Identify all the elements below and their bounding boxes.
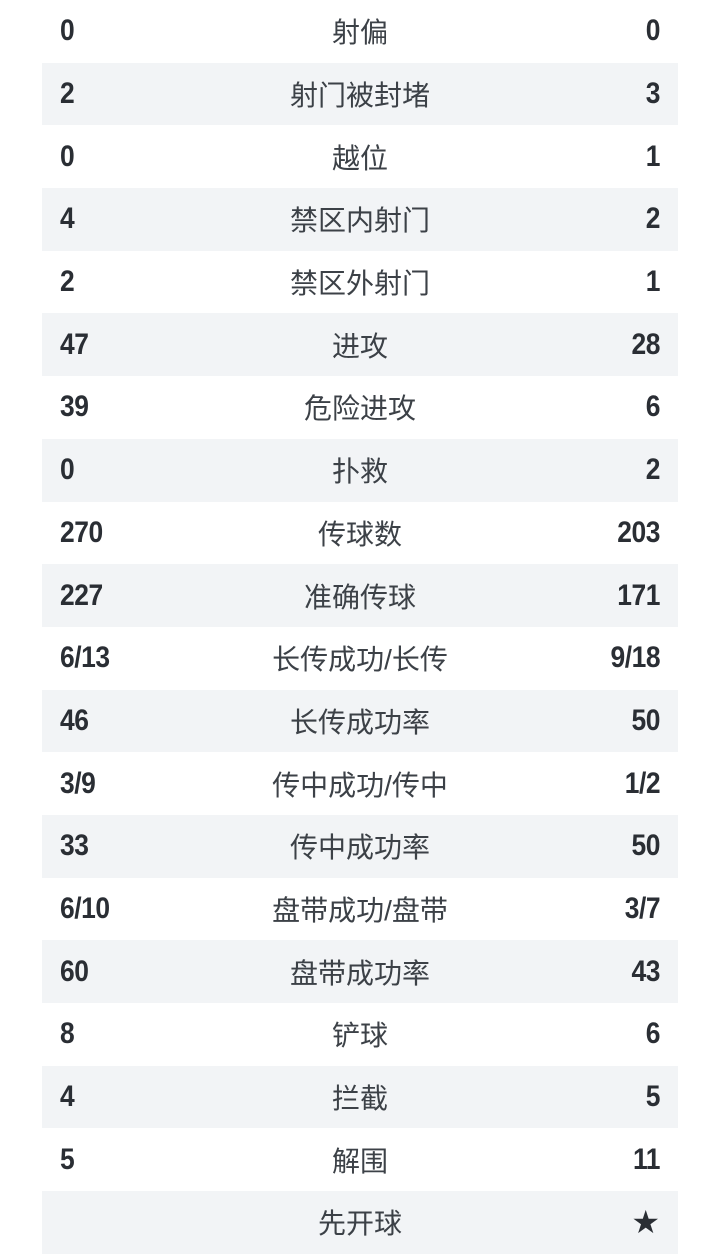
away-value: 11 — [632, 1142, 661, 1176]
home-value: 3/9 — [60, 766, 96, 800]
stat-row: 0 射偏 0 — [42, 0, 678, 63]
away-value: 5 — [645, 1080, 661, 1114]
home-value: 4 — [60, 1080, 75, 1114]
home-value: 39 — [60, 390, 89, 424]
home-value: 227 — [60, 578, 103, 612]
away-value: 1/2 — [624, 766, 661, 800]
stat-label: 传中成功/传中 — [272, 769, 448, 801]
stat-label: 禁区内射门 — [290, 205, 431, 237]
away-value: 50 — [631, 829, 661, 863]
stat-row: 39 危险进攻 6 — [42, 376, 678, 439]
stat-row: 先开球 ★ — [42, 1191, 678, 1254]
stat-label: 进攻 — [332, 330, 389, 362]
home-value: 6/10 — [60, 891, 110, 925]
away-value: 1 — [645, 139, 661, 173]
stat-row: 4 禁区内射门 2 — [42, 188, 678, 251]
home-value: 2 — [60, 77, 75, 111]
stat-row: 46 长传成功率 50 — [42, 689, 678, 753]
stat-row: 33 传中成功率 50 — [42, 814, 678, 878]
stat-label: 禁区外射门 — [290, 268, 431, 300]
home-value: 33 — [60, 829, 89, 863]
home-value: 0 — [60, 453, 75, 487]
home-value: 60 — [60, 954, 89, 988]
home-value: 270 — [60, 515, 103, 549]
home-value: 0 — [60, 14, 75, 48]
away-value: 43 — [631, 954, 661, 988]
kickoff-star-icon: ★ — [631, 1204, 661, 1241]
away-value: 6 — [645, 390, 661, 424]
stat-label: 危险进攻 — [304, 393, 417, 425]
stat-row: 227 准确传球 171 — [42, 564, 678, 627]
stat-label: 盘带成功率 — [290, 957, 431, 989]
away-value: 0 — [645, 14, 661, 48]
stat-row: 60 盘带成功率 43 — [42, 940, 678, 1003]
stat-label: 长传成功率 — [290, 706, 431, 738]
away-value: 203 — [617, 515, 661, 549]
away-value: 2 — [645, 453, 661, 487]
home-value: 0 — [60, 139, 75, 173]
stat-label: 拦截 — [332, 1083, 389, 1115]
stat-label: 传球数 — [318, 518, 403, 550]
home-value: 5 — [60, 1142, 75, 1176]
stat-label: 长传成功/长传 — [272, 644, 448, 676]
home-value: 47 — [60, 327, 89, 361]
stat-row: 270 传球数 203 — [42, 501, 678, 565]
stat-row: 3/9 传中成功/传中 1/2 — [42, 752, 678, 815]
away-value: 1 — [645, 265, 661, 299]
stat-label: 先开球 — [318, 1208, 403, 1240]
stat-label: 射偏 — [332, 17, 389, 49]
stat-label: 越位 — [332, 142, 389, 174]
stat-row: 6/13 长传成功/长传 9/18 — [42, 626, 678, 690]
stat-label: 准确传球 — [304, 581, 417, 613]
home-value: 8 — [60, 1017, 75, 1051]
away-value: 28 — [631, 327, 661, 361]
stat-row: 5 解围 11 — [42, 1128, 678, 1192]
stat-row: 0 越位 1 — [42, 125, 678, 189]
home-value: 46 — [60, 703, 89, 737]
stat-row: 2 禁区外射门 1 — [42, 250, 678, 314]
away-value: 2 — [645, 202, 661, 236]
stat-label: 扑救 — [332, 456, 389, 488]
stat-label: 盘带成功/盘带 — [272, 894, 448, 926]
stat-row: 4 拦截 5 — [42, 1065, 678, 1129]
stat-row: 8 铲球 6 — [42, 1003, 678, 1066]
stat-label: 传中成功率 — [290, 832, 431, 864]
stat-label: 铲球 — [332, 1020, 389, 1052]
home-value: 2 — [60, 265, 75, 299]
stat-row: 0 扑救 2 — [42, 438, 678, 502]
away-value: 6 — [645, 1017, 661, 1051]
away-value: 9/18 — [610, 641, 660, 675]
stat-label: 解围 — [332, 1145, 389, 1177]
stat-row: 47 进攻 28 — [42, 313, 678, 377]
home-value: 6/13 — [60, 641, 110, 675]
home-value: 4 — [60, 202, 75, 236]
away-value: 3 — [645, 77, 661, 111]
away-value: 50 — [631, 703, 661, 737]
stat-label: 射门被封堵 — [290, 80, 431, 112]
stat-row: 6/10 盘带成功/盘带 3/7 — [42, 877, 678, 941]
stat-row: 2 射门被封堵 3 — [42, 62, 678, 126]
away-value: 171 — [617, 578, 661, 612]
away-value: 3/7 — [624, 891, 661, 925]
